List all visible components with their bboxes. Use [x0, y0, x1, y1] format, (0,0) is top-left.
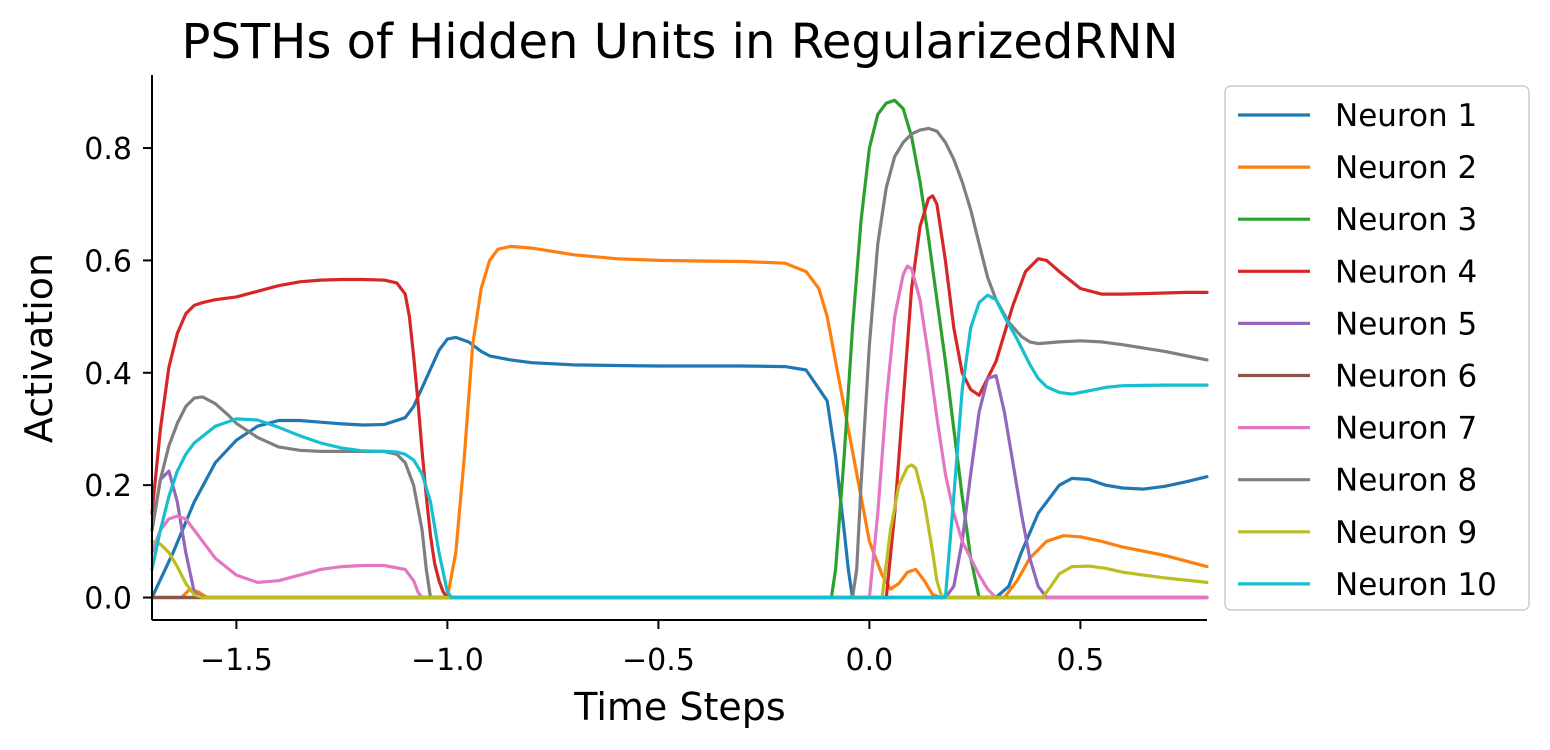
x-tick-label: 0.5	[1057, 643, 1105, 678]
legend-label-neuron-5: Neuron 5	[1335, 306, 1477, 342]
series-line-neuron-9	[150, 463, 1209, 600]
legend-label-neuron-4: Neuron 4	[1335, 254, 1477, 290]
series-line-neuron-7	[150, 264, 1209, 600]
y-tick-label: 0.2	[84, 469, 132, 504]
legend-label-neuron-7: Neuron 7	[1335, 411, 1477, 447]
legend-label-neuron-2: Neuron 2	[1335, 150, 1477, 186]
series-line-neuron-1	[150, 335, 1209, 600]
legend-label-neuron-6: Neuron 6	[1335, 359, 1477, 395]
x-tick-label: −1.5	[200, 643, 273, 678]
series-line-neuron-2	[150, 244, 1209, 600]
plot-area	[150, 98, 1209, 600]
legend-items: Neuron 1 Neuron 2 Neuron 3 Neuron 4 Neuron 5…	[1238, 98, 1497, 603]
legend: Neuron 1 Neuron 2 Neuron 3 Neuron 4 Neuron 5…	[1224, 85, 1530, 611]
y-tick-label: 0.0	[84, 582, 132, 617]
series-line-neuron-4	[150, 194, 1209, 600]
series-line-neuron-8	[150, 126, 1209, 600]
y-tick-label: 0.8	[84, 132, 132, 167]
legend-label-neuron-1: Neuron 1	[1335, 98, 1477, 134]
y-ticks: 0.0 0.2 0.4 0.6 0.8	[84, 132, 152, 617]
series-line-neuron-5	[150, 374, 1209, 600]
y-axis-label: Activation	[17, 253, 61, 443]
chart-title: PSTHs of Hidden Units in RegularizedRNN	[182, 14, 1179, 70]
legend-label-neuron-3: Neuron 3	[1335, 202, 1477, 238]
x-axis-label: Time Steps	[573, 685, 785, 729]
x-tick-label: −1.0	[411, 643, 484, 678]
x-tick-label: 0.0	[846, 643, 894, 678]
x-ticks: −1.5 −1.0 −0.5 0.0 0.5	[200, 620, 1104, 678]
y-tick-label: 0.6	[84, 244, 132, 279]
axes	[151, 75, 1207, 621]
x-tick-label: −0.5	[622, 643, 695, 678]
y-tick-label: 0.4	[84, 357, 132, 392]
legend-label-neuron-9: Neuron 9	[1335, 515, 1477, 551]
series-line-neuron-10	[150, 293, 1209, 600]
legend-label-neuron-8: Neuron 8	[1335, 463, 1477, 499]
series-line-neuron-3	[150, 98, 1209, 600]
legend-label-neuron-10: Neuron 10	[1335, 567, 1497, 603]
